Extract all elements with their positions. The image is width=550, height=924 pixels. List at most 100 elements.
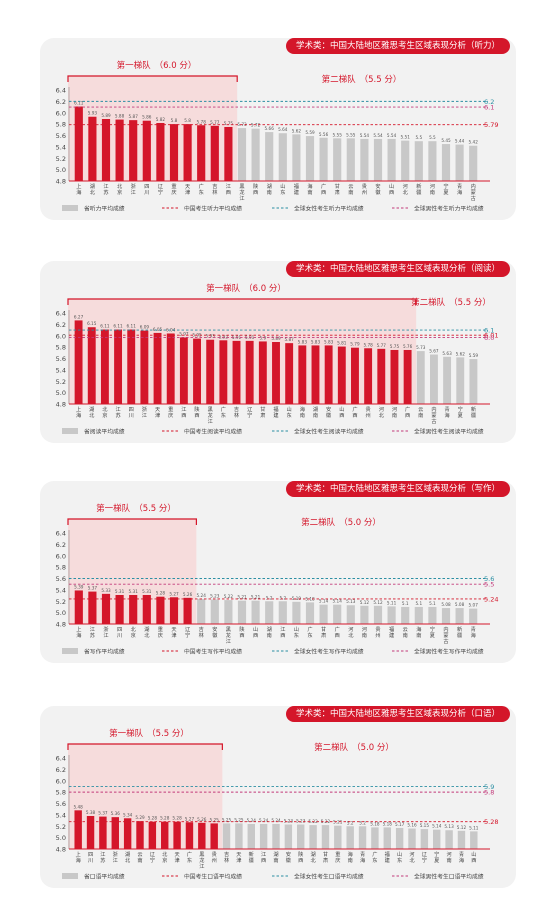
x-tick-label: 吉林 bbox=[199, 626, 205, 639]
bar bbox=[129, 594, 138, 624]
x-tick-label: 江苏 bbox=[100, 851, 105, 864]
x-tick-label: 辽宁 bbox=[185, 625, 191, 639]
data-label: 6.04 bbox=[166, 327, 176, 332]
data-label: 6.11 bbox=[127, 323, 137, 328]
bar bbox=[123, 818, 132, 849]
data-label: 5.19 bbox=[292, 596, 302, 601]
bar bbox=[183, 597, 192, 624]
data-label: 5.38 bbox=[86, 810, 96, 815]
bar bbox=[210, 125, 219, 181]
bar bbox=[74, 590, 83, 624]
bar bbox=[377, 348, 386, 404]
bar bbox=[292, 134, 301, 181]
x-tick-label: 浙江 bbox=[103, 625, 108, 639]
data-label: 5.75 bbox=[224, 121, 234, 126]
legend-label: 全球女性考生口语平均成绩 bbox=[294, 873, 364, 881]
data-label: 6.11 bbox=[113, 323, 123, 328]
data-label: 5.2 bbox=[359, 820, 366, 825]
data-label: 5.21 bbox=[251, 595, 261, 600]
data-label: 5.51 bbox=[401, 135, 411, 140]
data-label: 5.25 bbox=[234, 817, 244, 822]
chart-title: 学术类：中国大陆地区雅思考生区域表现分析（阅读） bbox=[285, 261, 510, 277]
bar bbox=[305, 602, 315, 624]
x-tick-label: 山西 bbox=[339, 405, 344, 419]
data-label: 5.29 bbox=[135, 815, 145, 820]
y-tick-label: 5.0 bbox=[56, 834, 66, 842]
x-tick-label: 江西 bbox=[280, 626, 285, 639]
data-label: 5.79 bbox=[350, 342, 360, 347]
data-label: 5.23 bbox=[284, 819, 294, 824]
bar bbox=[198, 822, 206, 849]
data-label: 5.59 bbox=[469, 353, 479, 358]
x-tick-label: 河北 bbox=[403, 182, 409, 196]
legend-label: 全球男性考生口语平均成绩 bbox=[414, 873, 484, 881]
data-label: 5.27 bbox=[185, 816, 195, 821]
x-tick-label: 内蒙古 bbox=[431, 405, 436, 425]
data-label: 5.34 bbox=[123, 812, 133, 817]
x-tick-label: 海南 bbox=[416, 625, 421, 639]
tier1-label: 第一梯队 bbox=[109, 728, 144, 739]
data-label: 5.42 bbox=[469, 140, 479, 145]
bar bbox=[278, 601, 287, 624]
data-label: 6.05 bbox=[153, 327, 163, 332]
x-tick-label: 山西 bbox=[471, 850, 476, 864]
x-tick-label: 宁夏 bbox=[458, 405, 464, 419]
data-label: 5.14 bbox=[319, 599, 329, 604]
x-tick-label: 湖南 bbox=[273, 850, 278, 864]
y-tick-label: 6.2 bbox=[56, 541, 66, 549]
data-label: 5.24 bbox=[197, 593, 207, 598]
x-tick-label: 江西 bbox=[181, 406, 186, 419]
legend-label: 全球女性考生写作平均成绩 bbox=[294, 648, 364, 656]
y-tick-label: 5.4 bbox=[56, 366, 66, 374]
bar bbox=[319, 137, 328, 181]
bar bbox=[441, 144, 451, 181]
x-tick-label: 辽宁 bbox=[150, 850, 156, 864]
data-label: 5.28 bbox=[148, 816, 158, 821]
x-tick-label: 河北 bbox=[348, 625, 354, 639]
data-label: 5.13 bbox=[346, 599, 356, 604]
data-label: 5.27 bbox=[169, 591, 179, 596]
bar bbox=[88, 591, 97, 624]
chart-panel-speaking: 学术类：中国大陆地区雅思考生区域表现分析（口语） 第一梯队 （5.5 分） 第二梯队… bbox=[40, 706, 516, 888]
x-tick-label: 山东 bbox=[280, 182, 285, 196]
tier1-label: 第一梯队 bbox=[117, 60, 152, 71]
bar bbox=[169, 597, 179, 624]
x-tick-label: 河南 bbox=[446, 850, 451, 864]
x-tick-label: 宁夏 bbox=[430, 625, 436, 639]
bar bbox=[401, 140, 410, 181]
bar bbox=[346, 826, 354, 849]
reference-label: 5.24 bbox=[484, 595, 498, 603]
bar bbox=[101, 119, 111, 181]
y-tick-label: 6.4 bbox=[56, 530, 66, 538]
data-label: 5.11 bbox=[387, 600, 397, 605]
data-label: 5.37 bbox=[88, 586, 98, 591]
bar bbox=[360, 605, 369, 624]
x-tick-label: 湖北 bbox=[310, 850, 316, 864]
data-label: 5.54 bbox=[373, 133, 383, 138]
bar bbox=[383, 827, 391, 849]
x-tick-label: 内蒙古 bbox=[443, 625, 448, 645]
bar bbox=[140, 330, 149, 404]
bar bbox=[101, 593, 111, 624]
x-tick-label: 广东 bbox=[199, 182, 204, 196]
x-tick-label: 黑龙江 bbox=[239, 183, 244, 202]
y-tick-label: 5.8 bbox=[56, 564, 66, 572]
x-tick-label: 内蒙古 bbox=[471, 182, 476, 202]
x-tick-label: 新疆 bbox=[457, 625, 462, 639]
data-label: 5.75 bbox=[390, 344, 400, 349]
x-tick-label: 吉林 bbox=[224, 851, 230, 864]
bar bbox=[346, 138, 355, 181]
bar bbox=[309, 825, 317, 849]
bar bbox=[469, 359, 478, 404]
data-label: 5.31 bbox=[129, 589, 139, 594]
bar bbox=[219, 340, 228, 404]
x-tick-label: 陕西 bbox=[239, 625, 244, 639]
bar bbox=[469, 145, 478, 181]
bar bbox=[179, 337, 188, 404]
bar bbox=[185, 822, 194, 849]
bar bbox=[470, 831, 478, 849]
x-tick-label: 福建 bbox=[389, 625, 394, 639]
x-tick-label: 吉林 bbox=[234, 406, 240, 419]
chart-panel-reading: 学术类：中国大陆地区雅思考生区域表现分析（阅读） 第一梯队 （6.0 分） 第二梯队… bbox=[40, 261, 516, 443]
bar bbox=[251, 600, 260, 624]
